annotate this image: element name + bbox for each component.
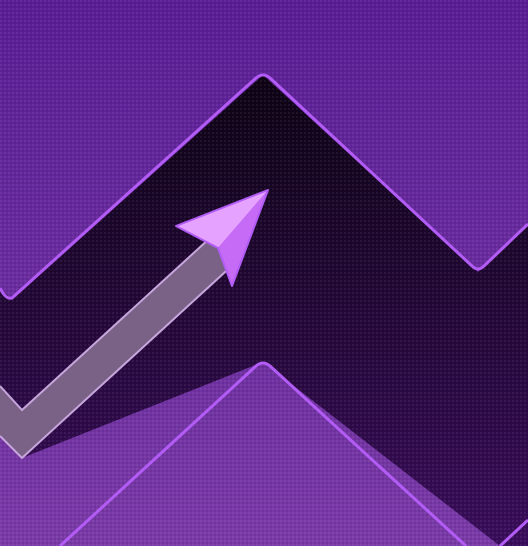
wave-trail-edge [0, 237, 237, 460]
floor-outline-right [498, 518, 528, 546]
ceiling-outline [0, 73, 528, 300]
player-arrow-icon [175, 189, 269, 287]
floor-outline [58, 361, 468, 546]
wave-trail [0, 238, 236, 458]
